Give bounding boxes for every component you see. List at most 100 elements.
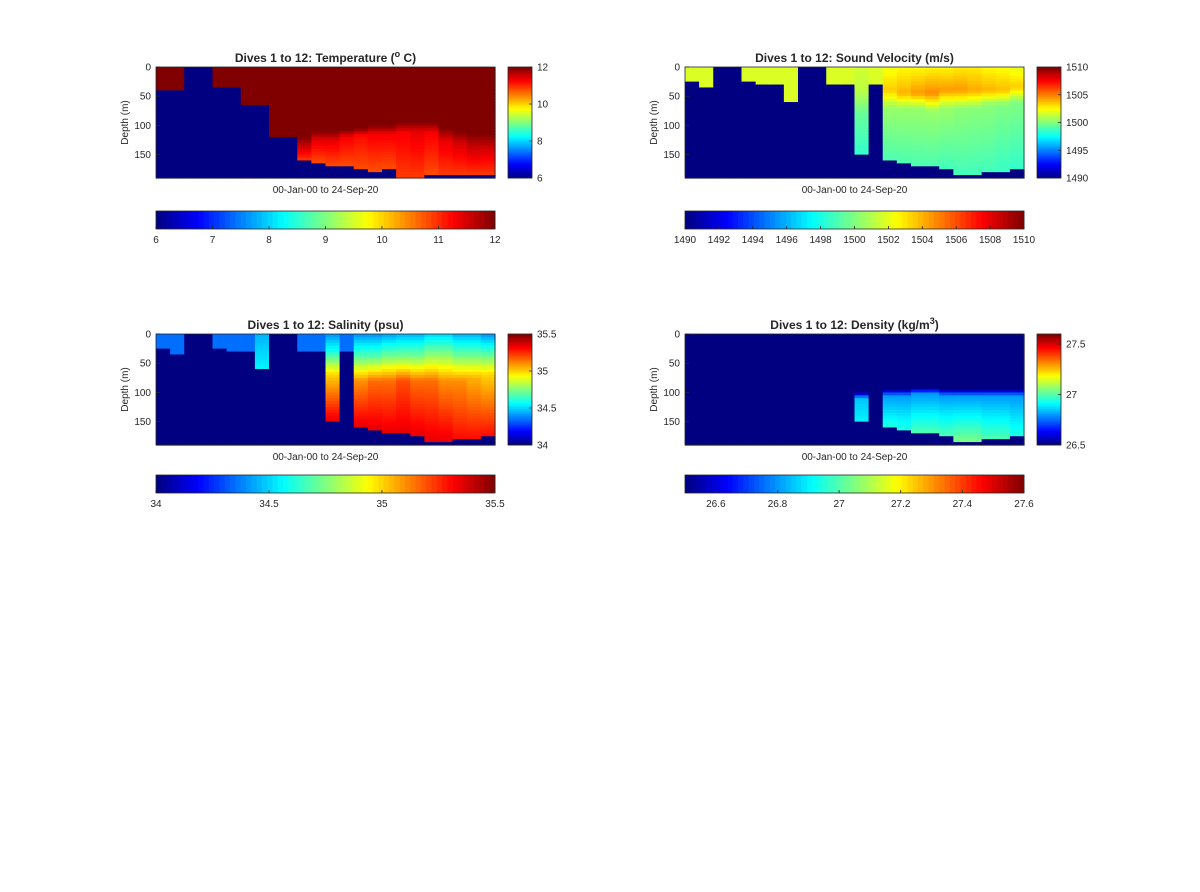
heatmap-cell xyxy=(953,131,969,135)
heatmap-cell xyxy=(184,113,199,118)
heatmap-cell xyxy=(325,163,341,167)
heatmap-cell xyxy=(882,169,898,173)
heatmap-cell xyxy=(382,96,397,100)
heatmap-cell xyxy=(699,128,714,132)
heatmap-cell xyxy=(424,334,440,338)
heatmap-cell xyxy=(840,131,856,135)
heatmap-cell xyxy=(685,439,700,443)
heatmap-cell xyxy=(783,163,799,167)
heatmap-cell xyxy=(269,374,284,379)
heatmap-cell xyxy=(699,427,714,431)
heatmap-cell xyxy=(896,119,912,124)
heatmap-cell xyxy=(798,336,813,341)
heatmap-cell xyxy=(727,99,743,103)
heatmap-cell xyxy=(741,128,757,132)
heatmap-cell xyxy=(212,430,228,434)
heatmap-cell xyxy=(741,157,757,162)
heatmap-cell xyxy=(466,377,482,382)
heatmap-cell xyxy=(699,424,714,429)
heatmap-cell xyxy=(896,169,912,173)
heatmap-cell xyxy=(826,360,841,364)
heatmap-cell xyxy=(840,107,856,112)
heatmap-cell xyxy=(783,172,799,176)
heatmap-cell xyxy=(269,145,284,150)
colorbar-segment xyxy=(1037,354,1061,357)
heatmap-cell xyxy=(783,407,799,411)
heatmap-cell xyxy=(1009,81,1025,86)
heatmap-cell xyxy=(353,110,369,115)
heatmap-cell xyxy=(198,418,214,423)
colorbar-segment xyxy=(1037,155,1061,158)
heatmap-cell xyxy=(868,157,884,162)
heatmap-cell xyxy=(995,104,1011,109)
heatmap-cell xyxy=(410,140,425,144)
heatmap-cell xyxy=(840,398,856,402)
heatmap-cell xyxy=(170,439,185,443)
heatmap-cell xyxy=(685,67,700,71)
heatmap-cell xyxy=(170,110,185,115)
colorbar-segment xyxy=(277,211,284,229)
heatmap-cell xyxy=(198,154,214,159)
heatmap-cell xyxy=(812,366,827,370)
heatmap-cell xyxy=(769,110,785,115)
colorbar-segment xyxy=(508,148,532,151)
colorbar-segment xyxy=(182,475,189,493)
heatmap-cell xyxy=(741,172,757,176)
heatmap-cell xyxy=(896,142,912,147)
heatmap-cell xyxy=(410,392,425,396)
heatmap-cell xyxy=(382,142,397,147)
heatmap-cell xyxy=(226,151,242,156)
heatmap-cell xyxy=(953,418,969,423)
heatmap-cell xyxy=(382,395,397,399)
heatmap-cell xyxy=(226,160,242,164)
heatmap-cell xyxy=(353,163,369,167)
heatmap-cell xyxy=(410,363,425,367)
heatmap-cell xyxy=(480,436,496,440)
heatmap-cell xyxy=(995,369,1011,373)
heatmap-cell xyxy=(353,354,369,358)
heatmap-cell xyxy=(854,363,870,367)
heatmap-cell xyxy=(396,366,411,370)
heatmap-cell xyxy=(783,157,799,162)
heatmap-cell xyxy=(156,371,171,376)
heatmap-cell xyxy=(911,104,926,109)
heatmap-cell xyxy=(184,342,199,347)
heatmap-cell xyxy=(212,366,228,370)
heatmap-cell xyxy=(896,442,912,446)
heatmap-cell xyxy=(466,145,482,150)
heatmap-cell xyxy=(798,102,813,106)
heatmap-cell xyxy=(685,421,700,426)
heatmap-cell xyxy=(896,154,912,159)
heatmap-cell xyxy=(868,172,884,176)
heatmap-cell xyxy=(882,81,898,86)
heatmap-cell xyxy=(396,407,411,411)
colorbar-segment xyxy=(508,415,532,418)
heatmap-cell xyxy=(727,386,743,391)
colorbar-segment xyxy=(690,211,696,229)
heatmap-cell xyxy=(812,392,827,396)
heatmap-cell xyxy=(283,166,298,170)
heatmap-cell xyxy=(798,151,813,156)
heatmap-cell xyxy=(755,336,771,341)
heatmap-cell xyxy=(226,395,242,399)
heatmap-cell xyxy=(769,404,785,408)
heatmap-cell xyxy=(198,348,214,353)
heatmap-cell xyxy=(226,116,242,121)
heatmap-cell xyxy=(826,395,841,399)
colorbar-segment xyxy=(1037,174,1061,177)
colorbar-segment xyxy=(508,334,532,337)
heatmap-cell xyxy=(1009,374,1025,379)
heatmap-cell xyxy=(184,430,199,434)
heatmap-cell xyxy=(967,84,983,89)
colorbar-segment xyxy=(727,211,734,229)
colorbar-segment xyxy=(1037,342,1061,345)
heatmap-cell xyxy=(297,122,312,127)
colorbar-segment xyxy=(775,475,781,493)
heatmap-cell xyxy=(925,104,940,109)
heatmap-cell xyxy=(339,366,355,370)
heatmap-cell xyxy=(480,380,496,385)
heatmap-cell xyxy=(466,427,482,431)
heatmap-cell xyxy=(854,78,870,83)
heatmap-cell xyxy=(882,412,898,417)
heatmap-cell xyxy=(896,412,912,417)
